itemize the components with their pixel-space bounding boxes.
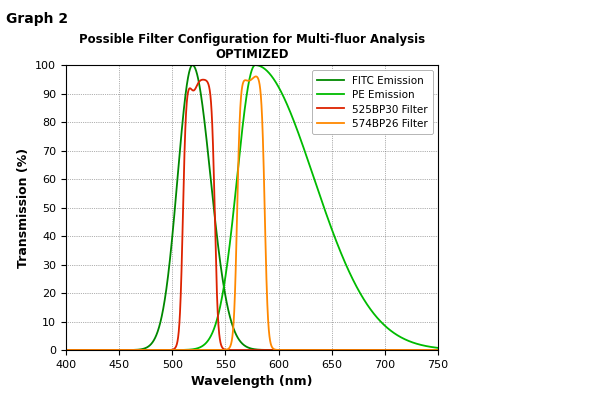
Text: Graph 2: Graph 2 [6,12,68,26]
FITC Emission [127,348,134,352]
FITC Emission [387,348,394,352]
PE Emission [62,348,70,352]
525BP30 Filter [427,348,434,352]
525BP30 Filter [199,77,206,82]
PE Emission [427,344,434,349]
574BP26 Filter [434,348,442,352]
FITC Emission [105,348,112,352]
FITC Emission [189,63,196,68]
574BP26 Filter [221,348,229,352]
Line: 574BP26 Filter: 574BP26 Filter [66,77,438,350]
525BP30 Filter [105,348,112,352]
574BP26 Filter [205,348,212,352]
FITC Emission [205,158,212,163]
574BP26 Filter [62,348,70,352]
Line: 525BP30 Filter: 525BP30 Filter [66,80,438,350]
FITC Emission [434,348,442,352]
PE Emission [221,278,229,283]
Line: PE Emission: PE Emission [66,65,438,350]
525BP30 Filter [387,348,394,352]
574BP26 Filter [387,348,394,352]
FITC Emission [427,348,434,352]
Y-axis label: Transmission (%): Transmission (%) [17,147,30,268]
PE Emission [105,348,112,352]
525BP30 Filter [62,348,70,352]
574BP26 Filter [427,348,434,352]
Legend: FITC Emission, PE Emission, 525BP30 Filter, 574BP26 Filter: FITC Emission, PE Emission, 525BP30 Filt… [312,70,433,134]
574BP26 Filter [253,74,260,79]
525BP30 Filter [127,348,134,352]
PE Emission [127,348,134,352]
Title: Possible Filter Configuration for Multi-fluor Analysis
OPTIMIZED: Possible Filter Configuration for Multi-… [79,33,425,61]
X-axis label: Wavelength (nm): Wavelength (nm) [191,375,313,388]
574BP26 Filter [105,348,112,352]
FITC Emission [221,291,229,295]
525BP30 Filter [434,348,442,352]
PE Emission [434,346,442,350]
PE Emission [205,337,212,342]
525BP30 Filter [205,83,212,88]
PE Emission [251,63,259,68]
FITC Emission [62,348,70,352]
Line: FITC Emission: FITC Emission [66,65,438,350]
574BP26 Filter [127,348,134,352]
PE Emission [387,328,394,333]
525BP30 Filter [221,347,229,352]
